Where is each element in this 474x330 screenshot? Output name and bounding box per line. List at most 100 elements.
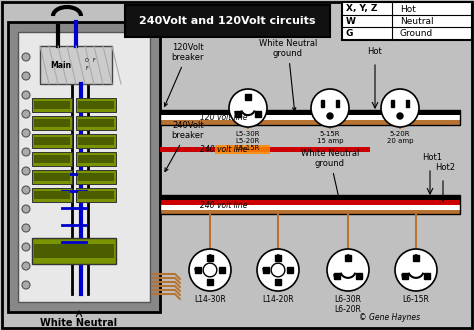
Text: Hot1: Hot1 xyxy=(422,153,442,162)
Bar xyxy=(34,244,114,258)
Circle shape xyxy=(22,110,30,118)
Bar xyxy=(160,195,460,200)
Circle shape xyxy=(22,224,30,232)
Text: Y: Y xyxy=(276,281,280,286)
Text: W: W xyxy=(193,268,199,273)
Bar xyxy=(32,116,72,130)
Bar xyxy=(160,195,460,214)
Text: 120 volt line: 120 volt line xyxy=(200,113,247,121)
Circle shape xyxy=(189,249,231,291)
Text: X, Y, Z: X, Y, Z xyxy=(346,5,377,14)
Text: 240Volt
breaker: 240Volt breaker xyxy=(165,120,204,172)
Text: Hot: Hot xyxy=(368,47,383,56)
Text: W: W xyxy=(262,268,267,273)
Bar xyxy=(215,145,270,154)
Bar xyxy=(34,119,70,127)
Bar xyxy=(160,110,460,125)
Text: 5-15R
15 amp: 5-15R 15 amp xyxy=(317,131,343,144)
Text: L5-30R
L5-20R
L5-15R: L5-30R L5-20R L5-15R xyxy=(236,131,260,151)
Bar xyxy=(76,170,116,184)
Bar xyxy=(32,134,72,148)
Circle shape xyxy=(397,113,403,119)
Text: L6-30R
L6-20R: L6-30R L6-20R xyxy=(335,295,362,314)
Text: Neutral: Neutral xyxy=(400,16,434,25)
Text: Ground: Ground xyxy=(400,28,433,38)
Circle shape xyxy=(22,262,30,270)
Bar xyxy=(78,191,114,199)
Circle shape xyxy=(22,205,30,213)
Text: G: G xyxy=(276,254,280,259)
Bar xyxy=(78,119,114,127)
Bar xyxy=(160,210,460,214)
Text: © Gene Haynes: © Gene Haynes xyxy=(359,313,420,322)
Bar xyxy=(160,200,460,205)
Circle shape xyxy=(22,186,30,194)
Bar xyxy=(32,152,72,166)
Bar xyxy=(125,5,330,37)
Bar xyxy=(342,2,472,40)
Text: X: X xyxy=(359,274,363,279)
Bar xyxy=(78,101,114,109)
Text: O: O xyxy=(85,57,89,62)
Text: G: G xyxy=(208,254,212,259)
Bar xyxy=(32,98,72,112)
Bar xyxy=(336,100,339,107)
Circle shape xyxy=(22,72,30,80)
Bar xyxy=(160,110,460,115)
Text: 240 volt line: 240 volt line xyxy=(200,201,247,210)
Text: White Neutral
ground: White Neutral ground xyxy=(259,39,317,111)
Circle shape xyxy=(22,243,30,251)
Text: Hot2: Hot2 xyxy=(435,163,455,172)
Bar xyxy=(34,101,70,109)
Circle shape xyxy=(381,89,419,127)
Circle shape xyxy=(22,91,30,99)
Bar xyxy=(78,137,114,145)
Bar xyxy=(406,100,409,107)
Text: F: F xyxy=(86,65,88,71)
Text: 120Volt
breaker: 120Volt breaker xyxy=(164,43,204,106)
Bar xyxy=(76,188,116,202)
Circle shape xyxy=(257,249,299,291)
Circle shape xyxy=(22,281,30,289)
Circle shape xyxy=(22,167,30,175)
Bar xyxy=(160,115,460,120)
Text: G: G xyxy=(346,28,354,38)
Bar xyxy=(34,155,70,163)
Circle shape xyxy=(22,53,30,61)
Circle shape xyxy=(327,249,369,291)
Text: Main: Main xyxy=(50,60,71,70)
Bar xyxy=(34,191,70,199)
Circle shape xyxy=(395,249,437,291)
Text: X: X xyxy=(290,268,294,273)
Text: White Neutral: White Neutral xyxy=(40,318,118,328)
Bar xyxy=(32,188,72,202)
Text: L14-20R: L14-20R xyxy=(262,295,294,304)
Bar xyxy=(76,116,116,130)
Bar xyxy=(32,170,72,184)
Bar xyxy=(321,100,324,107)
Bar xyxy=(76,134,116,148)
Text: L6-15R: L6-15R xyxy=(402,295,429,304)
Bar xyxy=(160,205,460,210)
Text: Hot: Hot xyxy=(400,5,416,14)
Text: F: F xyxy=(92,57,95,62)
Circle shape xyxy=(229,89,267,127)
Text: G: G xyxy=(346,254,350,259)
Text: X: X xyxy=(427,274,430,279)
Text: W: W xyxy=(234,111,239,116)
Bar xyxy=(18,32,150,302)
Text: White Neutral
ground: White Neutral ground xyxy=(301,148,359,199)
Bar xyxy=(40,46,112,84)
Circle shape xyxy=(311,89,349,127)
Text: W: W xyxy=(346,16,356,25)
Circle shape xyxy=(22,129,30,137)
Text: G: G xyxy=(414,254,418,259)
Text: W: W xyxy=(333,274,338,279)
Circle shape xyxy=(22,148,30,156)
Bar xyxy=(34,173,70,181)
Text: 240 volt line: 240 volt line xyxy=(200,146,247,154)
Text: 5-20R
20 amp: 5-20R 20 amp xyxy=(387,131,413,144)
Bar xyxy=(160,147,370,152)
Bar xyxy=(78,173,114,181)
Circle shape xyxy=(327,113,333,119)
